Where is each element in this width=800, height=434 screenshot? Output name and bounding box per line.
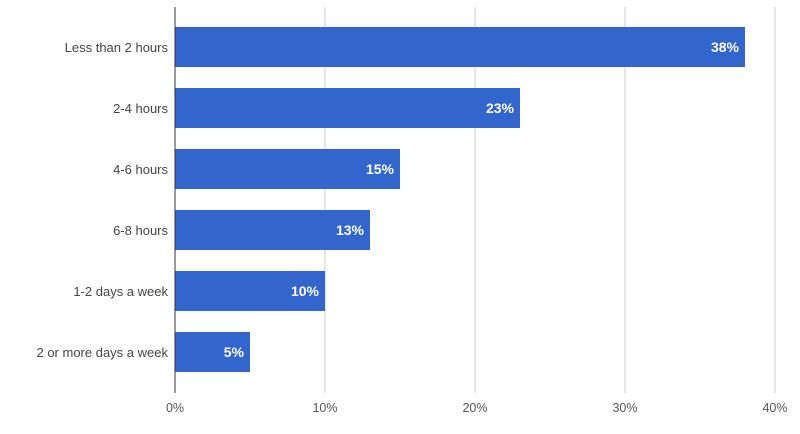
data-label: 23%: [486, 100, 515, 116]
data-label: 15%: [366, 161, 395, 177]
bar: [175, 271, 325, 311]
x-tick-label: 10%: [312, 401, 337, 415]
bars-group: 38% 23% 15% 13% 10% 5%: [175, 27, 745, 372]
x-tick-label: 40%: [762, 401, 787, 415]
data-label: 5%: [224, 344, 245, 360]
category-label: 2-4 hours: [113, 101, 168, 116]
bar: [175, 332, 250, 372]
category-label: Less than 2 hours: [65, 40, 169, 55]
bar: [175, 88, 520, 128]
category-label: 1-2 days a week: [73, 284, 168, 299]
category-labels: Less than 2 hours 2-4 hours 4-6 hours 6-8 h…: [36, 40, 168, 360]
data-label: 13%: [336, 222, 365, 238]
bar: [175, 210, 370, 250]
x-tick-label: 30%: [612, 401, 637, 415]
x-tick-labels: 0% 10% 20% 30% 40%: [166, 401, 788, 415]
data-label: 10%: [291, 283, 320, 299]
bar: [175, 149, 400, 189]
category-label: 6-8 hours: [113, 223, 168, 238]
category-label: 4-6 hours: [113, 162, 168, 177]
data-label: 38%: [711, 39, 740, 55]
grid-lines: [324, 7, 776, 393]
x-tick-label: 0%: [166, 401, 184, 415]
category-label: 2 or more days a week: [36, 345, 168, 360]
x-tick-label: 20%: [462, 401, 487, 415]
bar: [175, 27, 745, 67]
